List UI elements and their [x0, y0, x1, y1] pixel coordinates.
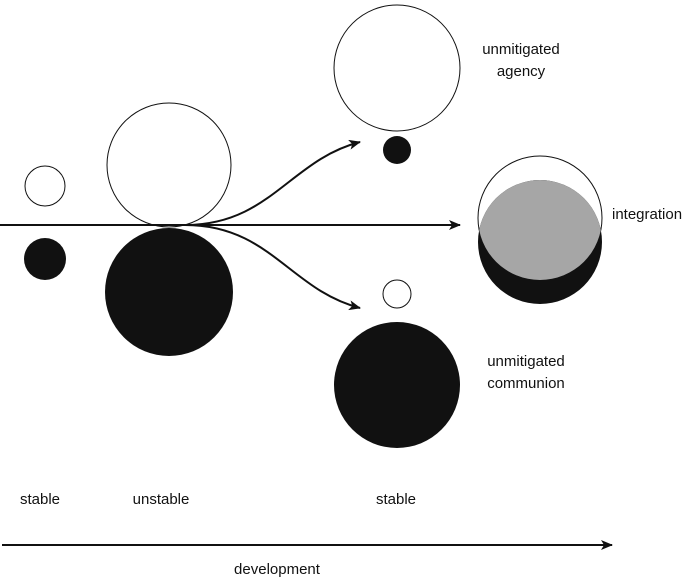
agency-circle [333, 4, 461, 132]
label: unmitigated [487, 353, 565, 370]
communion-circle [105, 228, 233, 356]
agency-circle [106, 102, 232, 228]
axis-label: development [234, 561, 321, 578]
lower-arrow [184, 224, 361, 311]
label: agency [497, 63, 546, 80]
label: unmitigated [482, 41, 560, 58]
communion-circle [383, 136, 411, 164]
upper-arrow [184, 139, 361, 226]
agency-circle [24, 165, 66, 207]
label: integration [612, 206, 682, 223]
stage-label: stable [20, 491, 60, 508]
agency-circle [382, 279, 412, 309]
label: communion [487, 375, 565, 392]
stage-label: stable [376, 491, 416, 508]
communion-circle [334, 322, 460, 448]
stage-label: unstable [133, 491, 190, 508]
communion-circle [24, 238, 66, 280]
